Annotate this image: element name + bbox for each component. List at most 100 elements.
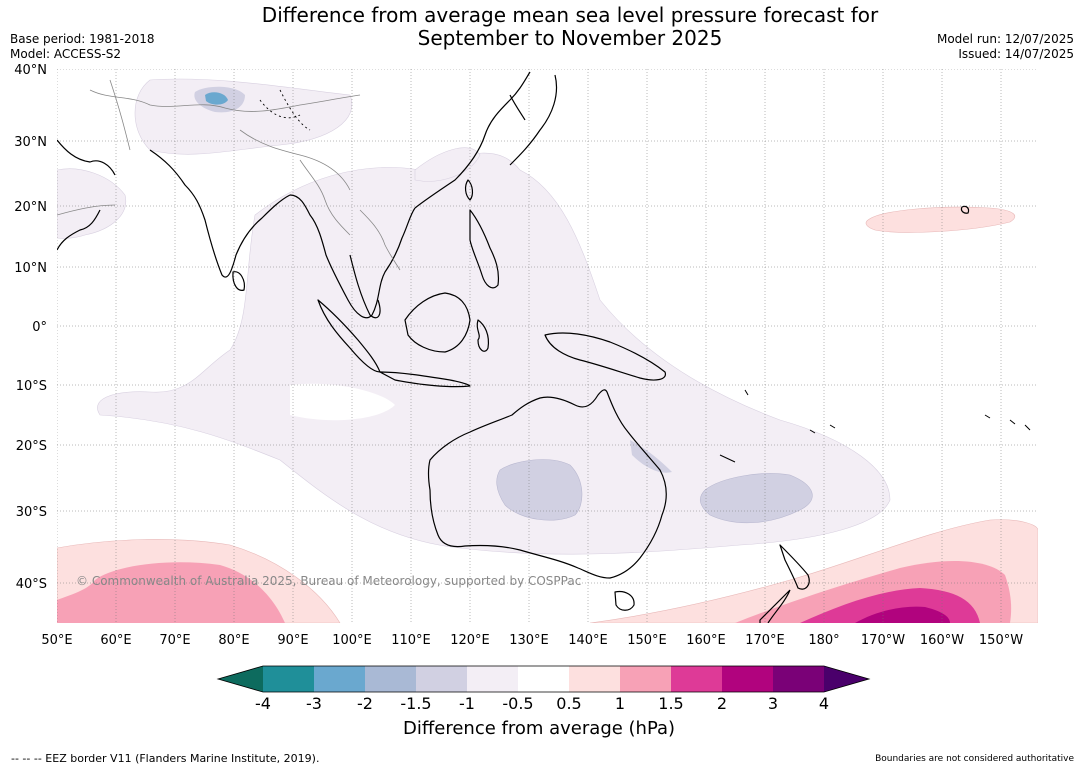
anomaly-region-pos-sp-2 [855,606,950,623]
coastline-china [414,71,531,209]
lon-label: 110°E [391,633,431,648]
coastline-arabia [57,139,116,251]
coastline-india [149,149,291,278]
chart-title: Difference from average mean sea level p… [0,4,1085,50]
anomaly-region-neg-small-china [414,147,481,182]
meta-left: Base period: 1981-2018 Model: ACCESS-S2 [10,32,155,62]
model-name: Model: ACCESS-S2 [10,47,122,61]
title-line-1: Difference from average mean sea level p… [261,3,879,27]
coastline-borneo [404,292,471,353]
coastline-australia [427,389,667,579]
lat-label: 30°N [14,135,47,150]
coastline-japan [509,74,558,166]
coastline-new-zealand-north [779,544,810,590]
colorbar-extend-low [218,666,263,692]
lon-label: 70°E [159,633,190,648]
base-period: Base period: 1981-2018 [10,32,155,46]
copyright-notice: © Commonwealth of Australia 2025, Bureau… [76,574,582,588]
colorbar-bin [569,666,620,692]
coastline-new-zealand-south [759,589,791,623]
anomaly-gap-indian-ocean [290,383,395,421]
coastline-tasmania [614,590,635,611]
colorbar-tick: -3 [306,694,322,713]
anomaly-region-pos-sio-1 [57,562,285,623]
latitude-labels: 40°N 30°N 20°N 10°N 0° 10°S 20°S 30°S 40… [14,63,47,592]
lon-label: 90°E [277,633,308,648]
colorbar-tick: 1 [615,694,625,713]
lon-label: 120°E [450,633,490,648]
lon-label: 150°E [627,633,667,648]
lon-label: 150°W [979,633,1023,648]
lon-label: 130°E [509,633,549,648]
colorbar [216,665,871,693]
colorbar-tick: -1 [459,694,475,713]
anomaly-region-neg-wa [496,459,583,521]
coastline-malay [349,254,381,319]
lon-label: 100°E [332,633,372,648]
colorbar-title: Difference from average (hPa) [403,718,676,739]
anomaly-region-neg-small-asia [134,78,353,155]
lat-label: 30°S [16,505,47,520]
colorbar-tick: 0.5 [556,694,581,713]
colorbar-bin [722,666,773,692]
eez-legend: -- -- -- EEZ border V11 (Flanders Marine… [11,752,320,765]
anomaly-fields [57,78,1038,623]
map-area [57,69,1038,623]
lon-label: 170°W [861,633,905,648]
colorbar-outline [216,665,871,693]
country-borders [57,79,401,271]
colorbar-bin [263,666,314,692]
colorbar-bin [671,666,722,692]
colorbar-bin [416,666,467,692]
lon-label: 80°E [218,633,249,648]
coastlines [57,71,1031,623]
boundaries-disclaimer: Boundaries are not considered authoritat… [875,754,1074,764]
anomaly-region-pos-north-pacific [865,206,1015,233]
colorbar-tick: 2 [717,694,727,713]
coastline-java [379,371,471,388]
coastline-new-guinea [544,332,666,381]
lat-label: 0° [32,320,47,335]
coastline-sulawesi [476,319,490,352]
anomaly-region-neg-small-arabia [57,168,127,239]
colorbar-tick: 3 [768,694,778,713]
colorbar-tick: 1.5 [658,694,683,713]
colorbar-tick: -1.5 [400,694,431,713]
colorbar-bin [620,666,671,692]
anomaly-region-neg-small-main [97,152,891,555]
anomaly-region-neg-tasman [700,473,813,524]
lat-label: 10°S [16,379,47,394]
eez-borders [259,89,311,131]
coastline-taiwan [464,179,474,201]
colorbar-bin [518,666,569,692]
coastline-pacific-islands [719,389,1031,463]
colorbar-bin [314,666,365,692]
coastline-hawaii [960,205,970,214]
coastline-sri-lanka [232,271,245,291]
lon-label: 160°E [686,633,726,648]
colorbar-ticks: -4 -3 -2 -1.5 -1 -0.5 0.5 1 1.5 2 3 4 [255,694,829,713]
colorbar-tick: 4 [819,694,829,713]
lon-label: 180° [808,633,839,648]
coastline-philippines [469,209,500,289]
issued-date: Issued: 14/07/2025 [958,47,1074,61]
anomaly-region-tibet-inner [205,92,228,105]
colorbar-tick: -2 [357,694,373,713]
colorbar-bin [467,666,518,692]
longitude-labels: 50°E 60°E 70°E 80°E 90°E 100°E 110°E 120… [41,633,1023,648]
lon-label: 160°W [920,633,964,648]
coastline-korea [509,94,526,121]
lat-label: 40°S [16,577,47,592]
lat-label: 20°N [14,200,47,215]
lon-label: 140°E [568,633,608,648]
lon-label: 60°E [100,633,131,648]
meta-right: Model run: 12/07/2025 Issued: 14/07/2025 [937,32,1074,62]
coastline-bengal-indochina [289,194,416,319]
colorbar-bin [773,666,824,692]
lat-label: 40°N [14,63,47,78]
title-line-2: September to November 2025 [417,26,723,50]
colorbar-tick: -4 [255,694,271,713]
model-run: Model run: 12/07/2025 [936,32,1074,46]
lon-label: 50°E [41,633,72,648]
